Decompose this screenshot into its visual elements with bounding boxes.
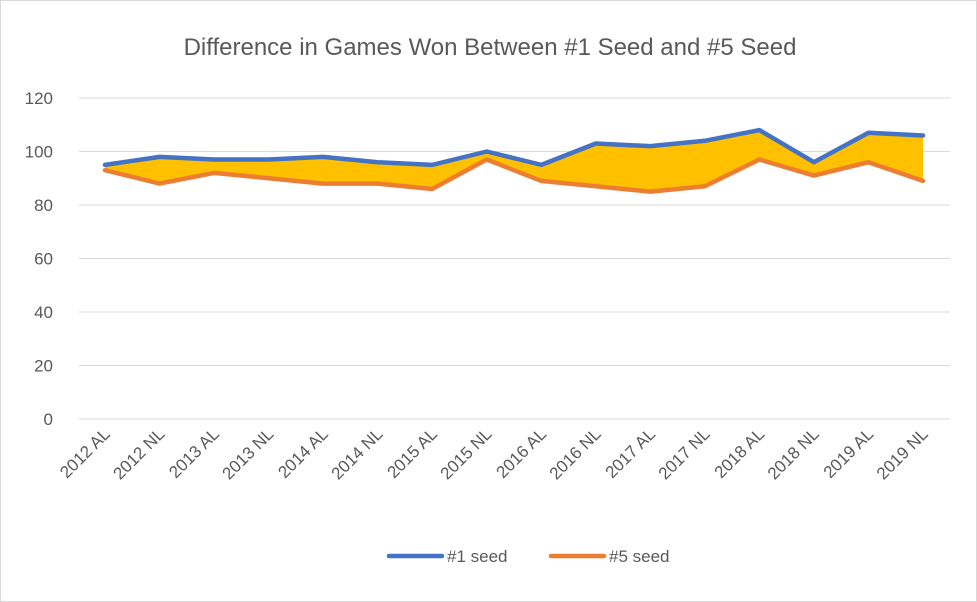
series-lines xyxy=(102,127,926,194)
x-tick-label: 2012 AL xyxy=(56,424,114,482)
x-tick-label: 2013 AL xyxy=(165,424,223,482)
x-tick-label: 2015 AL xyxy=(383,424,441,482)
x-tick-label: 2014 NL xyxy=(328,424,387,483)
legend-label: #1 seed xyxy=(447,547,508,566)
y-tick-label: 80 xyxy=(34,196,53,215)
y-tick-label: 100 xyxy=(25,143,53,162)
x-tick-label: 2017 NL xyxy=(655,424,714,483)
series-line-seed-5 xyxy=(102,157,926,194)
y-tick-label: 20 xyxy=(34,357,53,376)
x-tick-label: 2016 NL xyxy=(546,424,605,483)
legend-label: #5 seed xyxy=(609,547,670,566)
y-axis-tick-labels: 0 20 40 60 80 100 120 xyxy=(25,89,53,429)
y-tick-label: 120 xyxy=(25,89,53,108)
x-tick-label: 2014 AL xyxy=(274,424,332,482)
legend: #1 seed #5 seed xyxy=(386,547,670,566)
series-line-seed-1 xyxy=(102,127,926,168)
chart-title: Difference in Games Won Between #1 Seed … xyxy=(184,34,797,61)
x-tick-label: 2013 NL xyxy=(219,424,278,483)
x-tick-label: 2015 NL xyxy=(437,424,496,483)
difference-fill-area xyxy=(105,130,923,192)
x-tick-label: 2018 NL xyxy=(764,424,823,483)
y-tick-label: 60 xyxy=(34,250,53,269)
x-tick-label: 2012 NL xyxy=(109,424,168,483)
x-tick-label: 2019 AL xyxy=(820,424,878,482)
x-tick-label: 2016 AL xyxy=(493,424,551,482)
x-tick-label: 2017 AL xyxy=(602,424,660,482)
x-tick-label: 2018 AL xyxy=(711,424,769,482)
x-tick-label: 2019 NL xyxy=(873,424,932,483)
y-tick-label: 0 xyxy=(44,410,53,429)
y-tick-label: 40 xyxy=(34,303,53,322)
difference-area xyxy=(105,130,923,192)
gridlines xyxy=(79,97,950,420)
